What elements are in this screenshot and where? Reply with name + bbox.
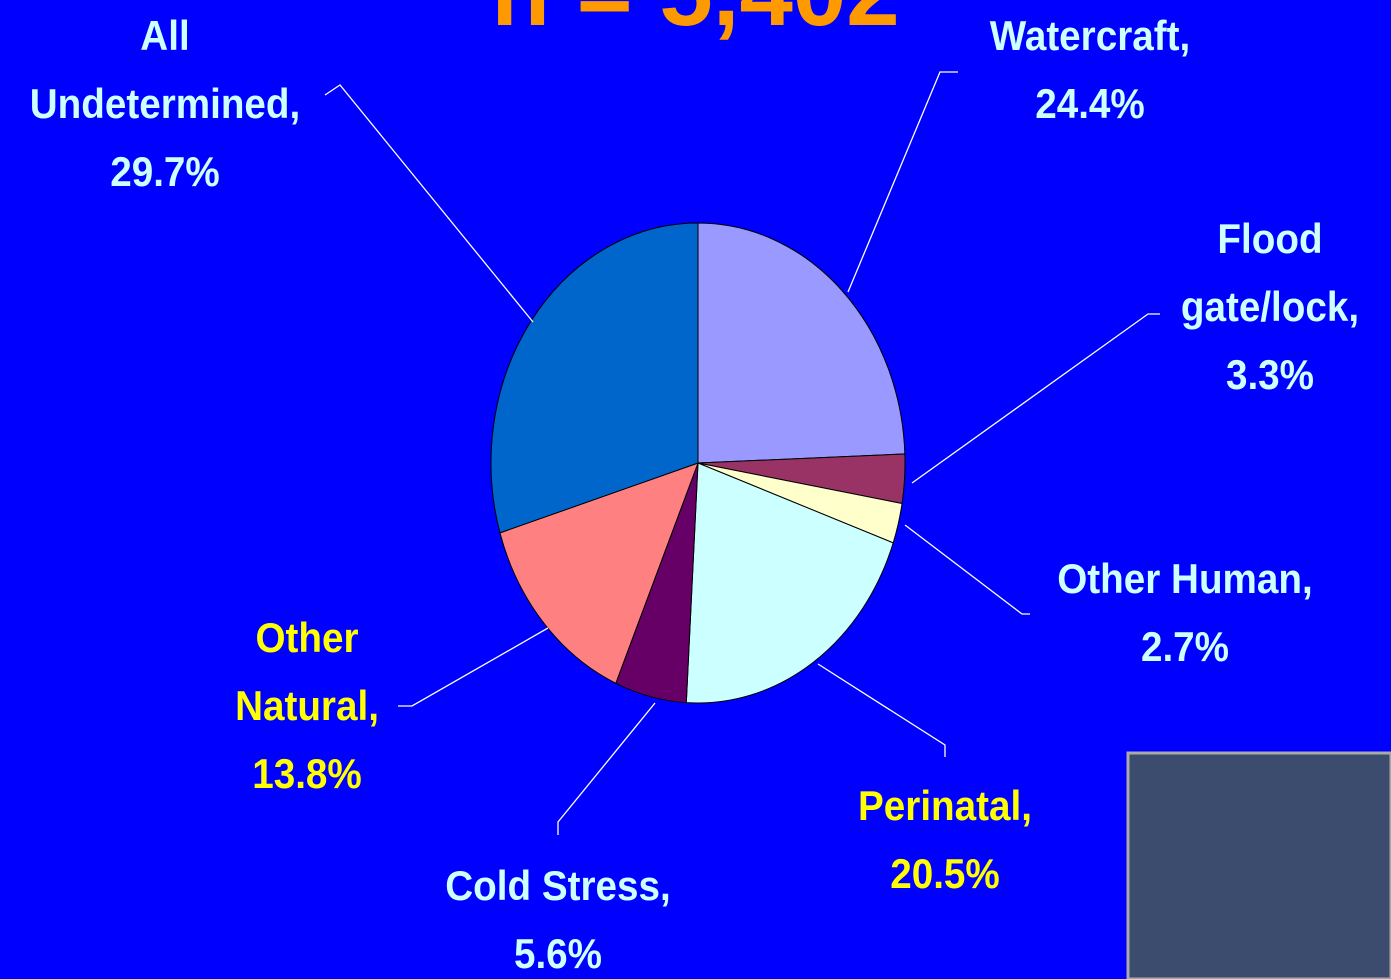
slice-label: Perinatal, 20.5% [825,772,1064,908]
leader-line [398,628,548,706]
leader-line [912,314,1160,483]
category-label: Perinatal, [858,782,1032,829]
photo [1128,753,1391,979]
category-label: Cold Stress, [445,862,670,909]
leader-line [558,703,655,835]
value-label: 20.5% [890,850,1000,897]
leader-line [905,525,1030,614]
slice-label: Cold Stress, 5.6% [420,852,696,979]
value-label: 13.8% [252,750,362,797]
leader-line [848,72,958,292]
slice-label: Other Natural, 13.8% [215,604,399,808]
slice-label: Flood gate/lock, 3.3% [1160,205,1381,409]
leader-line [818,664,945,757]
value-label: 5.6% [514,930,602,977]
pie-slice [698,223,905,463]
value-label: 29.7% [110,148,220,195]
category-label: Other Natural, [235,614,379,729]
category-label: All Undetermined, [30,12,301,127]
value-label: 2.7% [1141,623,1229,670]
slide: n = 5,402 Watercraft, 24.4%Flood gate/lo… [0,0,1391,979]
page: n = 5,402 Watercraft, 24.4%Flood gate/lo… [0,0,1391,979]
category-label: Flood gate/lock, [1181,215,1359,330]
slice-label: All Undetermined, 29.7% [27,2,303,206]
value-label: 3.3% [1226,351,1314,398]
category-label: Other Human, [1057,555,1312,602]
slice-label: Other Human, 2.7% [1047,545,1323,681]
value-label: 24.4% [1035,80,1145,127]
category-label: Watercraft, [990,12,1190,59]
leader-line [325,85,533,322]
slice-label: Watercraft, 24.4% [966,2,1214,138]
